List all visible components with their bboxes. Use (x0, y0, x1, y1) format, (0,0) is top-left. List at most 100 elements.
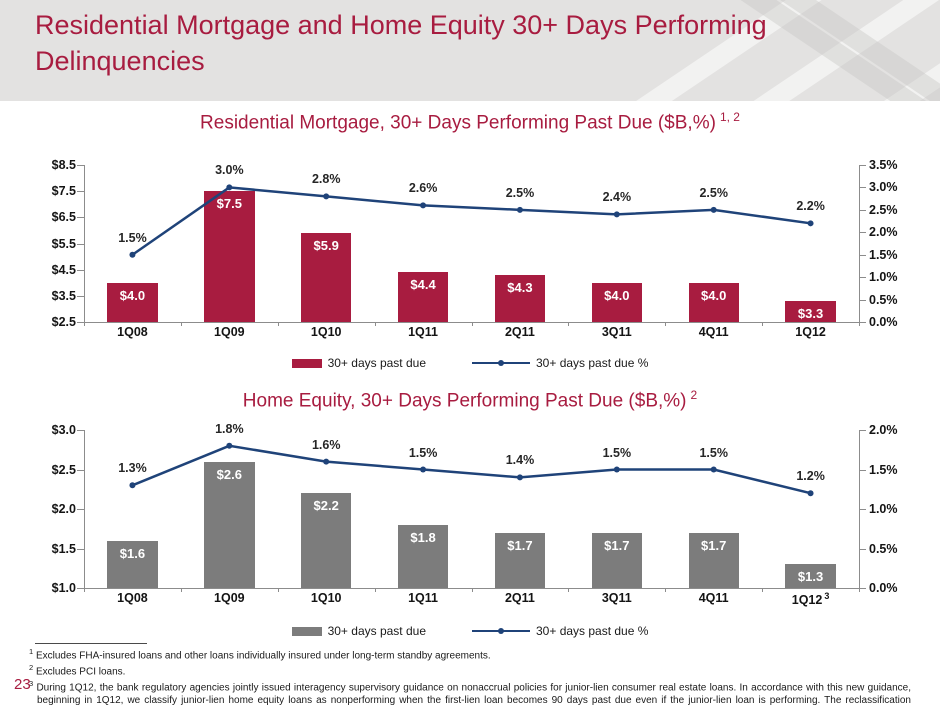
line-value-label: 1.5% (602, 445, 632, 460)
bar-value-label: $4.0 (701, 287, 727, 303)
footnote-1: 1 Excludes FHA-insured loans and other l… (29, 646, 911, 662)
y-axis-right-tick (859, 232, 866, 234)
legend-bar-swatch (291, 358, 322, 368)
legend-bar-label: 30+ days past due (327, 356, 426, 370)
x-axis-tick (84, 588, 85, 592)
x-axis-label-2Q11: 2Q11 (504, 325, 535, 339)
line-marker (129, 251, 136, 258)
y-axis-right-tick-label: 1.5% (869, 462, 898, 477)
chart-legend: 30+ days past due 30+ days past due % (0, 356, 940, 370)
legend-line-swatch (472, 628, 530, 634)
footnote-text: Excludes PCI loans. (35, 666, 126, 678)
y-axis-right-tick-label: 2.5% (869, 202, 898, 217)
bar-1Q09: $7.5 (204, 191, 255, 322)
bar-value-label: $7.5 (216, 196, 242, 212)
y-axis-right-tick (859, 322, 866, 323)
y-axis-right-tick-label: 2.0% (869, 423, 898, 437)
y-axis-right-tick (859, 548, 866, 550)
line-value-label: 1.4% (505, 453, 535, 468)
y-axis-left-line (84, 430, 85, 588)
line-value-label: 1.5% (699, 445, 728, 460)
x-axis-label-1Q09: 1Q09 (214, 591, 245, 605)
y-axis-left-tick (77, 430, 84, 431)
line-marker (710, 466, 717, 473)
chart-title-text: Home Equity, 30+ Days Performing Past Du… (242, 390, 687, 412)
line-marker (807, 490, 814, 497)
footnote-separator (35, 643, 147, 644)
line-value-label: 1.2% (796, 469, 825, 484)
line-value-label: 2.4% (602, 190, 632, 205)
y-axis-left-tick-label: $3.5 (51, 288, 76, 303)
line-value-label: 2.5% (699, 185, 728, 200)
bar-value-label: $1.3 (797, 569, 824, 585)
line-value-label: 2.5% (505, 185, 535, 200)
x-axis-tick (665, 322, 667, 326)
bar-3Q11: $1.7 (591, 532, 642, 588)
x-axis-label-1Q11: 1Q11 (408, 325, 438, 339)
bar-value-label: $4.3 (507, 279, 533, 295)
bar-value-label: $2.6 (216, 466, 242, 482)
line-value-label: 1.6% (311, 437, 341, 452)
bar-1Q11: $4.4 (397, 272, 449, 322)
y-axis-right-tick (859, 277, 866, 279)
line-value-label: 1.5% (118, 230, 147, 245)
x-axis-tick (471, 322, 473, 326)
y-axis-left-tick (77, 588, 84, 589)
y-axis-left-tick (77, 322, 84, 323)
footnote-marker: 3 (29, 679, 34, 689)
line-value-label: 2.8% (311, 172, 341, 187)
chart-title-home-equity: Home Equity, 30+ Days Performing Past Du… (0, 388, 940, 412)
x-axis-label-1Q08: 1Q08 (117, 591, 148, 605)
home-equity-chart: Home Equity, 30+ Days Performing Past Du… (0, 388, 940, 650)
bar-value-label: $2.2 (313, 498, 339, 514)
y-axis-left-tick-label: $3.0 (51, 423, 76, 437)
y-axis-right-line (859, 430, 860, 588)
x-axis-label-3Q11: 3Q11 (601, 591, 632, 605)
x-axis-tick (762, 322, 764, 326)
line-path (131, 186, 811, 256)
x-axis-label-4Q11: 4Q11 (698, 591, 729, 605)
slide-title: Residential Mortgage and Home Equity 30+… (35, 10, 767, 76)
y-axis-left-tick-label: $7.5 (51, 184, 76, 199)
bar-1Q10: $2.2 (301, 493, 352, 588)
y-axis-right-tick (859, 209, 866, 211)
line-value-label: 1.5% (408, 445, 438, 460)
y-axis-right-tick (859, 588, 866, 589)
y-axis-right-tick-label: 3.5% (869, 158, 898, 172)
x-axis-tick (762, 588, 764, 592)
chart-legend: 30+ days past due 30+ days past due % (0, 624, 940, 638)
line-series (129, 184, 814, 258)
y-axis-right-tick (859, 299, 866, 301)
x-axis-label-1Q11: 1Q11 (408, 591, 438, 605)
x-axis-label-1Q12: 1Q12 (795, 325, 826, 339)
plot-area: $1.6 $2.6 $2.2 $1.8 $1.7 $1.7 $1.7 $1.3 1.3% 1.8%… (84, 422, 859, 588)
y-axis-right-tick-label: 2.0% (869, 225, 898, 240)
legend-item-bar: 30+ days past due (291, 624, 426, 638)
x-axis-tick (568, 588, 570, 592)
line-marker (516, 206, 523, 213)
page-number: 23 (14, 676, 31, 693)
legend-line-label: 30+ days past due % (536, 624, 649, 638)
bar-4Q11: $4.0 (688, 282, 739, 322)
legend-bar-label: 30+ days past due (327, 624, 426, 638)
chart-title-superscript: 2 (690, 388, 698, 402)
y-axis-right-tick-label: 1.0% (869, 270, 898, 285)
y-axis-left-tick-label: $6.5 (51, 210, 76, 225)
y-axis-left-tick (77, 469, 84, 471)
bar-value-label: $1.7 (507, 537, 533, 553)
y-axis-left-tick (77, 191, 84, 193)
x-axis-tick (471, 588, 473, 592)
y-axis-left-tick-label: $2.0 (51, 502, 76, 516)
x-axis-labels: 1Q08 1Q09 1Q10 1Q11 2Q11 3Q11 4Q11 1Q12 3 (84, 591, 859, 607)
y-axis-left-tick (77, 243, 84, 245)
y-axis-left-tick-label: $2.5 (51, 462, 76, 477)
y-axis-right-tick-label: 3.0% (869, 180, 898, 195)
line-series (129, 442, 814, 497)
x-axis-tick (568, 322, 570, 326)
x-axis-label-1Q08: 1Q08 (117, 325, 148, 339)
bar-1Q10: $5.9 (301, 233, 352, 322)
line-marker (323, 193, 330, 200)
bar-value-label: $5.9 (313, 238, 339, 254)
bar-1Q09: $2.6 (204, 461, 255, 588)
footnote-text: During 1Q12, the bank regulatory agencie… (36, 682, 912, 705)
